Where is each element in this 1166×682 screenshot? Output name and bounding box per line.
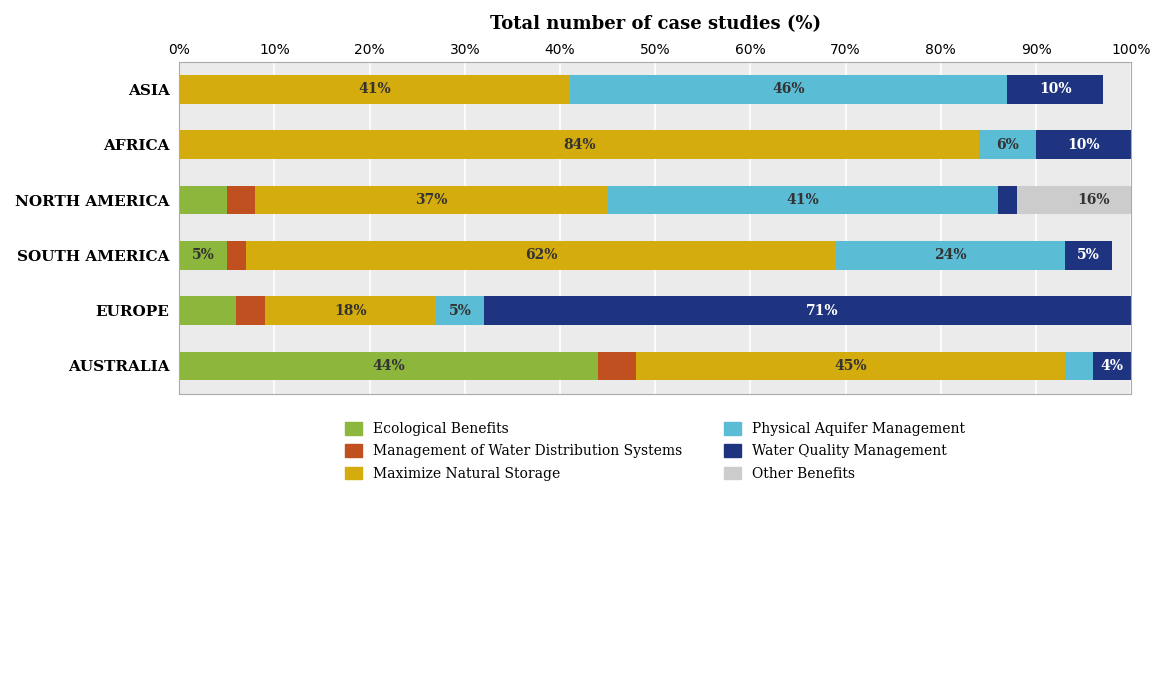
Text: 71%: 71% (806, 303, 838, 318)
Bar (180, 296, 237, 325)
Bar (569, 75, 1007, 104)
Bar (227, 241, 246, 270)
Bar (1007, 75, 1103, 104)
Bar (979, 130, 1037, 159)
Bar (255, 186, 607, 214)
Bar (180, 241, 227, 270)
Bar (180, 352, 598, 381)
Text: 62%: 62% (525, 248, 557, 263)
Text: 41%: 41% (358, 83, 391, 96)
Text: 6%: 6% (996, 138, 1019, 151)
Bar (598, 352, 637, 381)
Text: 10%: 10% (1067, 138, 1100, 151)
Bar (836, 241, 1065, 270)
Bar (1094, 352, 1131, 381)
Bar (180, 75, 569, 104)
Text: 5%: 5% (449, 303, 471, 318)
Text: 16%: 16% (1077, 193, 1110, 207)
Bar (237, 296, 265, 325)
Bar (180, 130, 979, 159)
Legend: Ecological Benefits, Management of Water Distribution Systems, Maximize Natural : Ecological Benefits, Management of Water… (340, 417, 970, 486)
Bar (484, 296, 1160, 325)
Bar (998, 186, 1017, 214)
Bar (227, 186, 255, 214)
Bar (1017, 186, 1166, 214)
Text: 18%: 18% (335, 303, 367, 318)
Text: 44%: 44% (372, 359, 405, 373)
Text: 10%: 10% (1039, 83, 1072, 96)
Bar (180, 186, 227, 214)
Text: 37%: 37% (415, 193, 448, 207)
Text: 24%: 24% (934, 248, 967, 263)
Bar (246, 241, 836, 270)
Text: 84%: 84% (563, 138, 596, 151)
Bar (607, 186, 998, 214)
Bar (265, 296, 436, 325)
Title: Total number of case studies (%): Total number of case studies (%) (490, 15, 821, 33)
Text: 4%: 4% (1101, 359, 1124, 373)
Text: 41%: 41% (786, 193, 820, 207)
Bar (1065, 352, 1094, 381)
Text: 5%: 5% (1077, 248, 1100, 263)
Bar (637, 352, 1065, 381)
Text: 5%: 5% (191, 248, 215, 263)
Bar (436, 296, 484, 325)
Bar (1065, 241, 1112, 270)
Text: 46%: 46% (772, 83, 805, 96)
Text: 45%: 45% (834, 359, 866, 373)
Bar (1037, 130, 1131, 159)
